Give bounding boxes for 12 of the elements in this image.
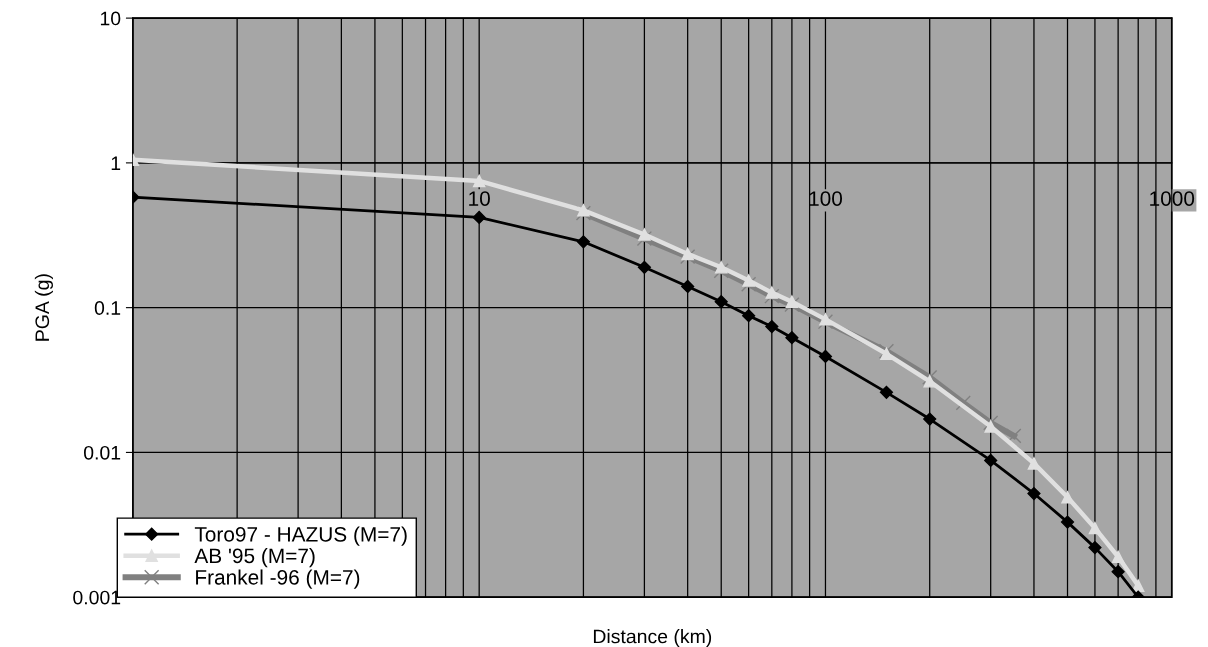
y-tick-label: 1 [111,156,121,170]
legend-label: Toro97 - HAZUS (M=7) [194,526,407,546]
y-tick-label: 10 [100,11,121,26]
x-axis-title: Distance (km) [593,629,712,647]
y-tick-label: 0.001 [73,590,121,605]
legend-label: Frankel -96 (M=7) [196,569,360,589]
x-tick-label: 10 [469,191,490,206]
y-axis-title: PGA (g) [34,274,53,341]
y-tick-label: 0.01 [83,445,121,460]
legend-label: AB '95 (M=7) [194,547,315,568]
y-tick-label: 0.1 [94,301,121,315]
x-tick-label: 100 [809,191,843,206]
